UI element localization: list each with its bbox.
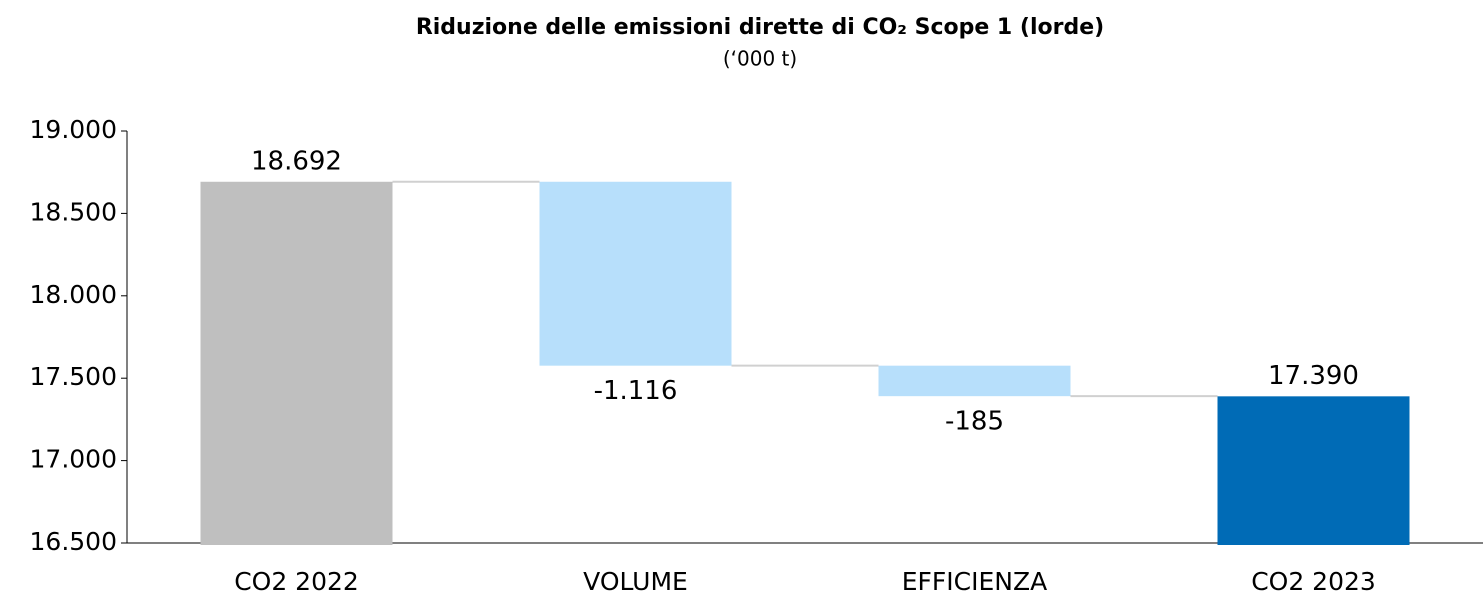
y-tick-label: 18.500: [30, 197, 117, 226]
y-tick-label: 16.500: [30, 527, 117, 556]
value-label: 17.390: [1268, 361, 1359, 391]
y-tick-label: 18.000: [30, 280, 117, 309]
y-tick-label: 17.000: [30, 445, 117, 474]
chart-title: Riduzione delle emissioni dirette di CO₂…: [416, 15, 1104, 40]
bar: [1217, 396, 1410, 545]
chart-subtitle: (‘000 t): [723, 47, 797, 71]
value-label: -185: [945, 407, 1004, 437]
x-tick-label: CO2 2023: [1251, 567, 1376, 596]
x-tick-label: VOLUME: [583, 567, 688, 596]
bar: [878, 365, 1071, 397]
x-tick-label: EFFICIENZA: [902, 567, 1047, 596]
y-tick-label: 19.000: [30, 115, 117, 144]
y-tick-label: 17.500: [30, 362, 117, 391]
bar: [200, 181, 393, 545]
value-label: -1.116: [594, 376, 678, 406]
x-tick-label: CO2 2022: [234, 567, 359, 596]
bar: [539, 181, 732, 366]
value-label: 18.692: [251, 146, 342, 176]
